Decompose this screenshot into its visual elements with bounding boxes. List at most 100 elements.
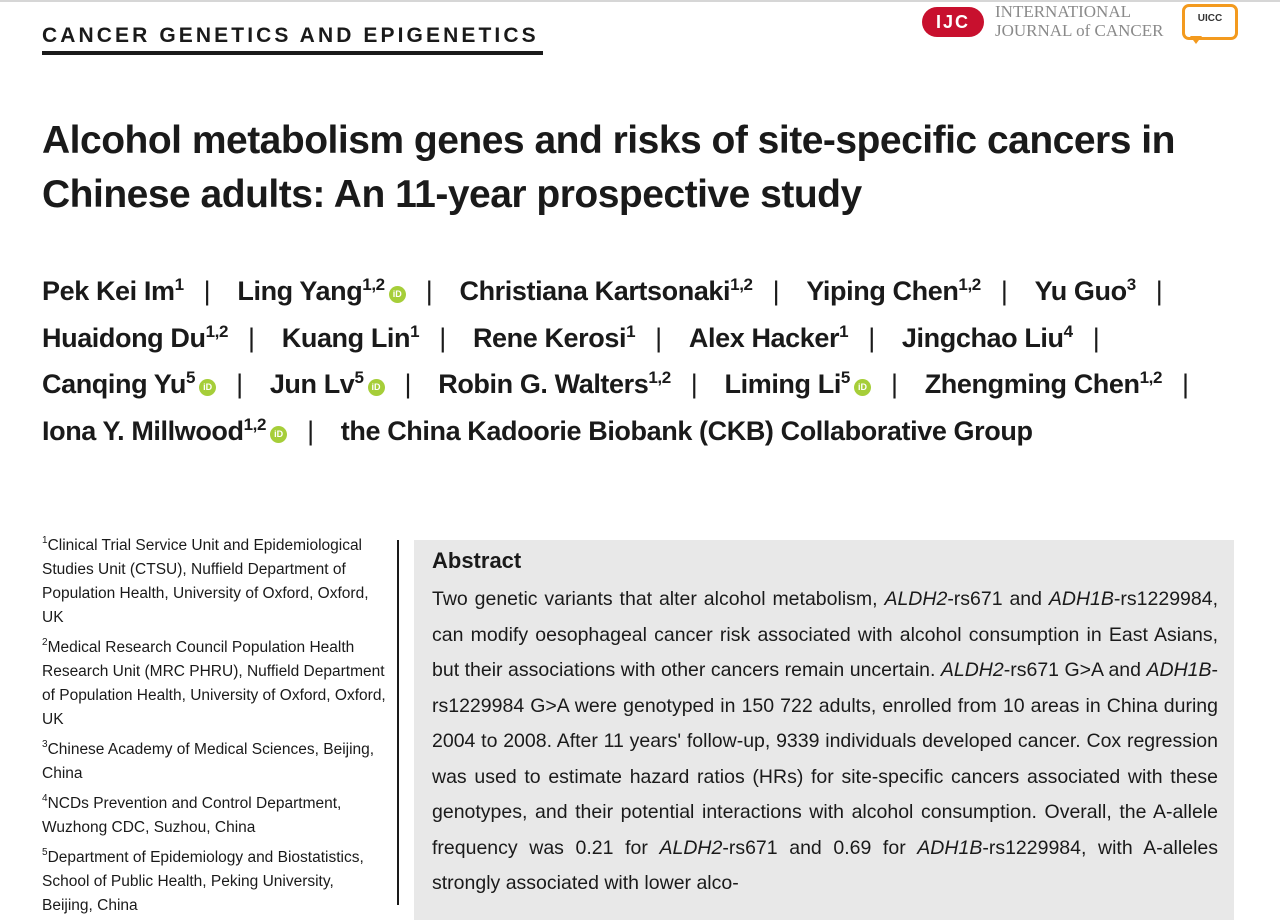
author-separator: | [772,276,780,306]
author-name[interactable]: Rene Kerosi1 [473,321,636,353]
author-affiliation-marker: 1,2 [243,415,267,435]
affiliation-number: 1 [42,534,48,546]
orcid-icon[interactable]: iD [367,379,385,397]
author-separator: | [655,322,662,353]
journal-name-line2: JOURNAL of CANCER [995,21,1164,40]
author-affiliation-marker: 1 [174,275,184,294]
section-underline [42,51,543,55]
affiliation-text: Department of Epidemiology and Biostatis… [42,849,364,914]
author-name[interactable]: Yu Guo3 [1034,275,1137,306]
author-name[interactable]: Ling Yang1,2 iD [237,275,406,306]
author-name[interactable]: Zhengming Chen1,2 [924,368,1163,400]
author-separator: | [868,322,875,353]
author-separator: | [439,322,446,353]
author-affiliation-marker: 3 [1126,275,1136,294]
journal-name-line1: INTERNATIONAL [995,2,1131,21]
affiliation-item: 2Medical Research Council Population Hea… [42,636,387,732]
author-separator: | [404,369,412,400]
author-affiliation-marker: 1,2 [648,368,671,388]
uicc-speech-tail [1190,36,1202,44]
author-affiliation-marker: 1 [626,321,636,341]
author-name[interactable]: Robin G. Walters1,2 [438,368,671,400]
author-name-text: Pek Kei Im [42,276,175,306]
gene-name: ADH1B [1048,588,1114,610]
author-affiliation-marker: 4 [1063,321,1073,341]
author-separator: | [1182,369,1189,400]
author-name[interactable]: Christiana Kartsonaki1,2 [459,275,753,306]
author-name-text: Iona Y. Millwood [42,416,244,447]
author-affiliation-marker: 5 [840,368,850,388]
author-separator: | [890,369,898,400]
author-name-text: Huaidong Du [42,322,206,353]
author-separator: | [307,416,314,447]
orcid-icon[interactable]: iD [270,426,288,444]
author-separator: | [236,369,243,400]
author-name[interactable]: Iona Y. Millwood1,2 iD [42,415,288,447]
author-separator: | [1155,276,1163,306]
article-title: Alcohol metabolism genes and risks of si… [42,119,1175,216]
abstract-text-segment: -rs1229984 G>A were genotyped in 150 722… [432,659,1219,859]
author-separator: | [425,276,433,306]
gene-name: ALDH2 [884,588,948,610]
collaborative-group[interactable]: the China Kadoorie Biobank (CKB) Collabo… [340,416,1033,447]
abstract-panel: Abstract Two genetic variants that alter… [414,540,1234,920]
uicc-logo-icon: UICC [1182,4,1238,40]
section-label: CANCER GENETICS AND EPIGENETICS [42,24,539,47]
author-name-text: Zhengming Chen [924,369,1140,400]
ijc-badge: IJC [922,7,984,37]
affiliation-item: 5Department of Epidemiology and Biostati… [42,846,387,918]
author-affiliation-marker: 1 [839,321,849,341]
affiliation-number: 2 [42,636,48,648]
author-name-text: Liming Li [724,369,842,400]
author-separator: | [690,369,698,400]
author-affiliation-marker: 1,2 [362,275,385,294]
author-name[interactable]: Kuang Lin1 [281,321,420,353]
author-name[interactable]: Alex Hacker1 [688,321,849,353]
affiliation-number: 5 [42,846,48,858]
author-name[interactable]: Yiping Chen1,2 [806,275,981,306]
affiliation-item: 1Clinical Trial Service Unit and Epidemi… [42,534,387,630]
uicc-label: UICC [1197,13,1223,24]
author-name-text: Christiana Kartsonaki [459,276,731,306]
orcid-icon[interactable]: iD [388,286,406,303]
orcid-icon[interactable]: iD [199,379,217,397]
author-separator: | [1092,322,1100,353]
affiliation-item: 4NCDs Prevention and Control Department,… [42,792,387,840]
journal-name: INTERNATIONAL JOURNAL of CANCER [995,2,1185,40]
author-affiliation-marker: 1 [410,321,420,341]
author-name[interactable]: Pek Kei Im1 [42,275,184,306]
author-name-text: Canqing Yu [42,369,187,400]
author-name-text: Yu Guo [1034,276,1128,306]
abstract-text-segment: -rs671 and [947,588,1049,610]
top-border [0,0,1280,2]
affiliation-item: 3Chinese Academy of Medical Sciences, Be… [42,738,387,786]
author-name-text: Jingchao Liu [901,322,1064,353]
affiliations-list: 1Clinical Trial Service Unit and Epidemi… [42,534,387,924]
affiliation-number: 4 [42,792,48,804]
gene-name: ADH1B [917,836,983,859]
author-name-text: Kuang Lin [281,322,411,353]
author-name-text: Alex Hacker [688,322,840,353]
affiliation-text: Medical Research Council Population Heal… [42,639,386,728]
abstract-text-segment: -rs671 and 0.69 for [722,836,918,859]
author-name[interactable]: Jun Lv5 iD [269,368,385,400]
author-affiliation-marker: 1,2 [730,275,753,294]
abstract-text-segment: -rs1229984, can modify oesophageal cance… [432,588,1218,681]
gene-name: ADH1B [1146,659,1212,681]
author-name-text: Robin G. Walters [438,369,649,400]
author-list: Pek Kei Im1 | Ling Yang1,2 iD | Christiana … [42,270,1242,457]
author-affiliation-marker: 5 [186,368,196,388]
gene-name: ALDH2 [659,836,723,859]
author-name[interactable]: Jingchao Liu4 [901,321,1073,353]
affiliation-text: Clinical Trial Service Unit and Epidemio… [42,537,369,626]
author-name[interactable]: Canqing Yu5 iD [42,368,217,400]
author-affiliation-marker: 1,2 [958,275,981,294]
orcid-icon[interactable]: iD [853,379,871,397]
author-name-text: Jun Lv [269,369,355,400]
journal-logo[interactable]: IJC INTERNATIONAL JOURNAL of CANCER UICC [920,2,1240,46]
gene-name: ALDH2 [940,659,1004,681]
author-separator: | [1000,276,1008,306]
abstract-body: Two genetic variants that alter alcohol … [432,582,1218,902]
author-name[interactable]: Huaidong Du1,2 [42,322,228,353]
author-name[interactable]: Liming Li5 iD [724,368,871,400]
